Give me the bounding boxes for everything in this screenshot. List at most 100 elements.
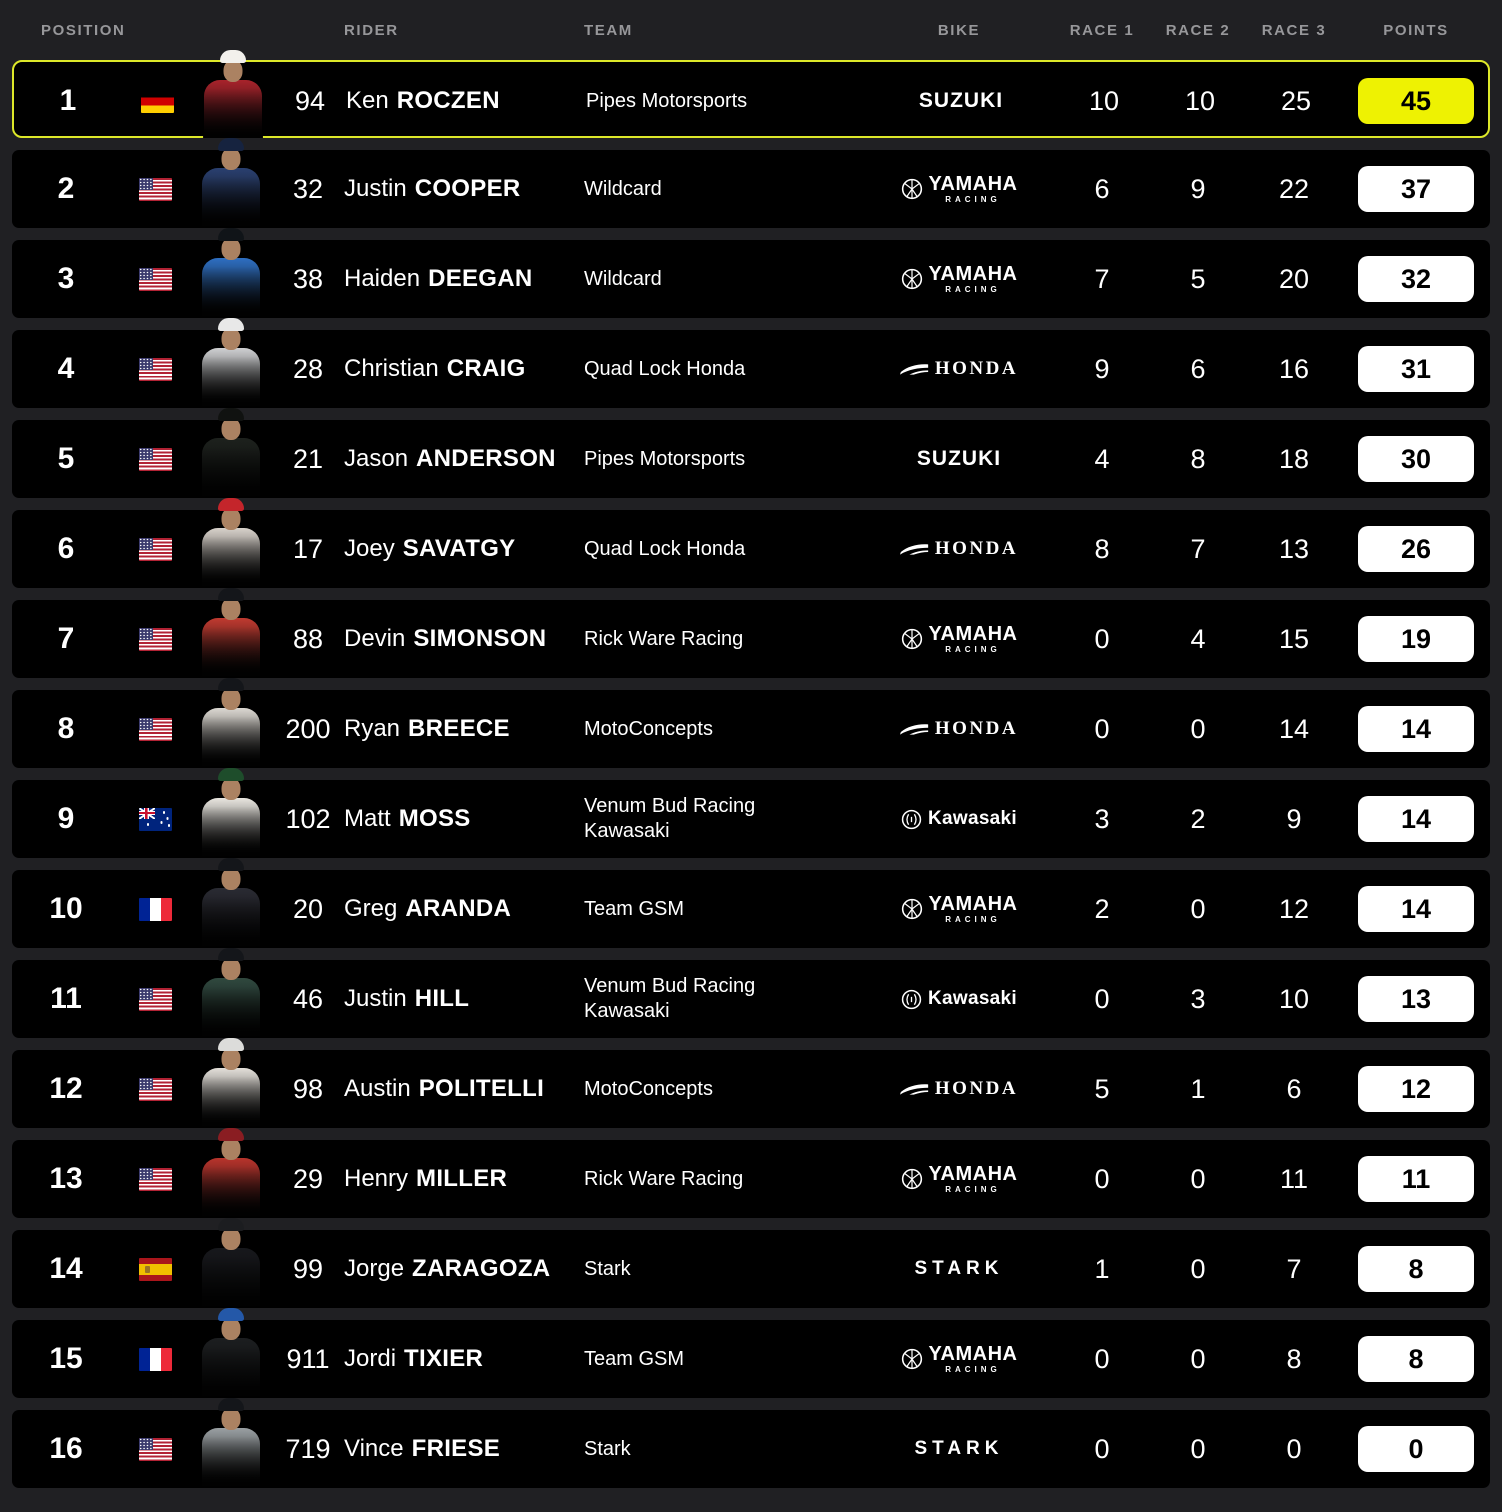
rider-last-name: HILL: [414, 985, 470, 1012]
standings-row[interactable]: 4 28 Christian CRAIG Quad Lock Honda HOND…: [12, 316, 1490, 408]
standings-row[interactable]: 7 88 Devin SIMONSON Rick Ware Racing YAMA…: [12, 586, 1490, 678]
rider-photo: [201, 766, 261, 856]
position-number: 13: [49, 1162, 83, 1195]
position-number: 14: [49, 1252, 83, 1285]
rider-name: Justin HILL: [344, 985, 584, 1013]
bike-brand: HONDA: [864, 538, 1054, 560]
rider-last-name: SIMONSON: [413, 625, 547, 652]
race-1-score: 0: [1094, 1433, 1110, 1464]
points-badge: 14: [1358, 886, 1474, 932]
race-3-score: 14: [1278, 713, 1310, 744]
race-2-score: 8: [1190, 443, 1206, 474]
race-1-score: 10: [1088, 85, 1120, 116]
rider-first-name: Greg: [344, 895, 398, 922]
standings-row[interactable]: 10 20 Greg ARANDA Team GSM YAMAHA RACING 2…: [12, 856, 1490, 948]
rider-number: 28: [292, 353, 324, 384]
race-1-score: 0: [1094, 623, 1110, 654]
kawasaki-logo: Kawasaki: [901, 808, 1017, 830]
standings-row[interactable]: 8 200 Ryan BREECE MotoConcepts HONDA 0 0 …: [12, 676, 1490, 768]
yamaha-racing-logo: YAMAHA RACING: [901, 894, 1018, 924]
yamaha-tuning-fork-icon: [901, 628, 922, 650]
race-2-score: 4: [1190, 623, 1206, 654]
standings-row[interactable]: 9 102 Matt MOSS Venum Bud Racing Kawasaki…: [12, 766, 1490, 858]
rider-photo: [201, 586, 261, 676]
team-name: Venum Bud Racing Kawasaki: [584, 975, 756, 1022]
standings-row[interactable]: 2 32 Justin COOPER Wildcard YAMAHA RACING …: [12, 136, 1490, 228]
rider-number: 719: [285, 1433, 331, 1464]
yamaha-tuning-fork-icon: [901, 178, 922, 200]
bike-brand: HONDA: [864, 1078, 1054, 1100]
points-badge: 30: [1358, 436, 1474, 482]
rider-first-name: Austin: [344, 1075, 411, 1102]
flag-usa-icon: [138, 267, 172, 291]
flag-france-icon: [138, 897, 172, 921]
yamaha-racing-logo: YAMAHA RACING: [901, 264, 1018, 294]
standings-row[interactable]: 6 17 Joey SAVATGY Quad Lock Honda HONDA 8…: [12, 496, 1490, 588]
bike-brand: STARK: [864, 1438, 1054, 1460]
column-header-points: Points: [1383, 21, 1449, 39]
rider-last-name: BREECE: [408, 715, 510, 742]
race-3-score: 16: [1278, 353, 1310, 384]
race-2-score: 1: [1190, 1073, 1206, 1104]
honda-logo: HONDA: [899, 358, 1018, 380]
rider-photo: [201, 1126, 261, 1216]
rider-name: Ryan BREECE: [344, 715, 584, 743]
position-number: 2: [57, 172, 75, 205]
points-badge: 8: [1358, 1246, 1474, 1292]
position-number: 12: [49, 1072, 83, 1105]
points-badge: 19: [1358, 616, 1474, 662]
standings-row[interactable]: 14 99 Jorge ZARAGOZA Stark STARK 1 0 7 8: [12, 1216, 1490, 1308]
race-1-score: 1: [1094, 1253, 1110, 1284]
team-name: Pipes Motorsports: [584, 447, 746, 470]
race-1-score: 3: [1094, 803, 1110, 834]
rider-first-name: Justin: [344, 985, 407, 1012]
standings-row[interactable]: 15 911 Jordi TIXIER Team GSM YAMAHA RACING…: [12, 1306, 1490, 1398]
race-2-score: 10: [1184, 85, 1216, 116]
race-3-score: 25: [1280, 85, 1312, 116]
rider-photo: [201, 1036, 261, 1126]
flag-usa-icon: [138, 447, 172, 471]
standings-row[interactable]: 3 38 Haiden DEEGAN Wildcard YAMAHA RACING …: [12, 226, 1490, 318]
standings-row[interactable]: 13 29 Henry MILLER Rick Ware Racing YAMAH…: [12, 1126, 1490, 1218]
race-3-score: 9: [1286, 803, 1302, 834]
rider-last-name: MILLER: [416, 1165, 508, 1192]
yamaha-racing-logo: YAMAHA RACING: [901, 174, 1018, 204]
rider-number: 20: [292, 893, 324, 924]
team-name: Team GSM: [584, 897, 685, 920]
race-3-score: 10: [1278, 983, 1310, 1014]
rider-name: Vince FRIESE: [344, 1435, 584, 1463]
suzuki-logo: SUZUKI: [918, 89, 1004, 112]
rider-first-name: Justin: [344, 175, 407, 202]
rider-first-name: Haiden: [344, 265, 421, 292]
race-1-score: 6: [1094, 173, 1110, 204]
race-2-score: 0: [1190, 1433, 1206, 1464]
standings-row[interactable]: 12 98 Austin POLITELLI MotoConcepts HONDA…: [12, 1036, 1490, 1128]
race-2-score: 9: [1190, 173, 1206, 204]
standings-row[interactable]: 5 21 Jason ANDERSON Pipes Motorsports SUZ…: [12, 406, 1490, 498]
rider-number: 21: [292, 443, 324, 474]
rider-number: 200: [285, 713, 331, 744]
rider-last-name: COOPER: [414, 175, 521, 202]
standings-row[interactable]: 11 46 Justin HILL Venum Bud Racing Kawasa…: [12, 946, 1490, 1038]
race-3-score: 18: [1278, 443, 1310, 474]
rider-name: Matt MOSS: [344, 805, 584, 833]
rider-last-name: ZARAGOZA: [412, 1255, 551, 1282]
rider-photo: [201, 1306, 261, 1396]
team-name: Quad Lock Honda: [584, 537, 746, 560]
honda-logo: HONDA: [899, 1078, 1018, 1100]
rider-number: 99: [292, 1253, 324, 1284]
standings-row[interactable]: 1 94 Ken ROCZEN Pipes Motorsports SUZUKI …: [12, 48, 1490, 138]
points-badge: 12: [1358, 1066, 1474, 1112]
standings-row[interactable]: 16 719 Vince FRIESE Stark STARK 0 0 0 0: [12, 1396, 1490, 1488]
team-name: MotoConcepts: [584, 1077, 713, 1100]
yamaha-tuning-fork-icon: [901, 268, 922, 290]
rider-photo: [201, 1216, 261, 1306]
bike-brand: YAMAHA RACING: [864, 1164, 1054, 1194]
bike-brand: SUZUKI: [866, 89, 1056, 113]
bike-brand: HONDA: [864, 718, 1054, 740]
column-header-bike: Bike: [937, 21, 981, 39]
flag-usa-icon: [138, 1437, 172, 1461]
race-1-score: 0: [1094, 1163, 1110, 1194]
race-3-score: 15: [1278, 623, 1310, 654]
